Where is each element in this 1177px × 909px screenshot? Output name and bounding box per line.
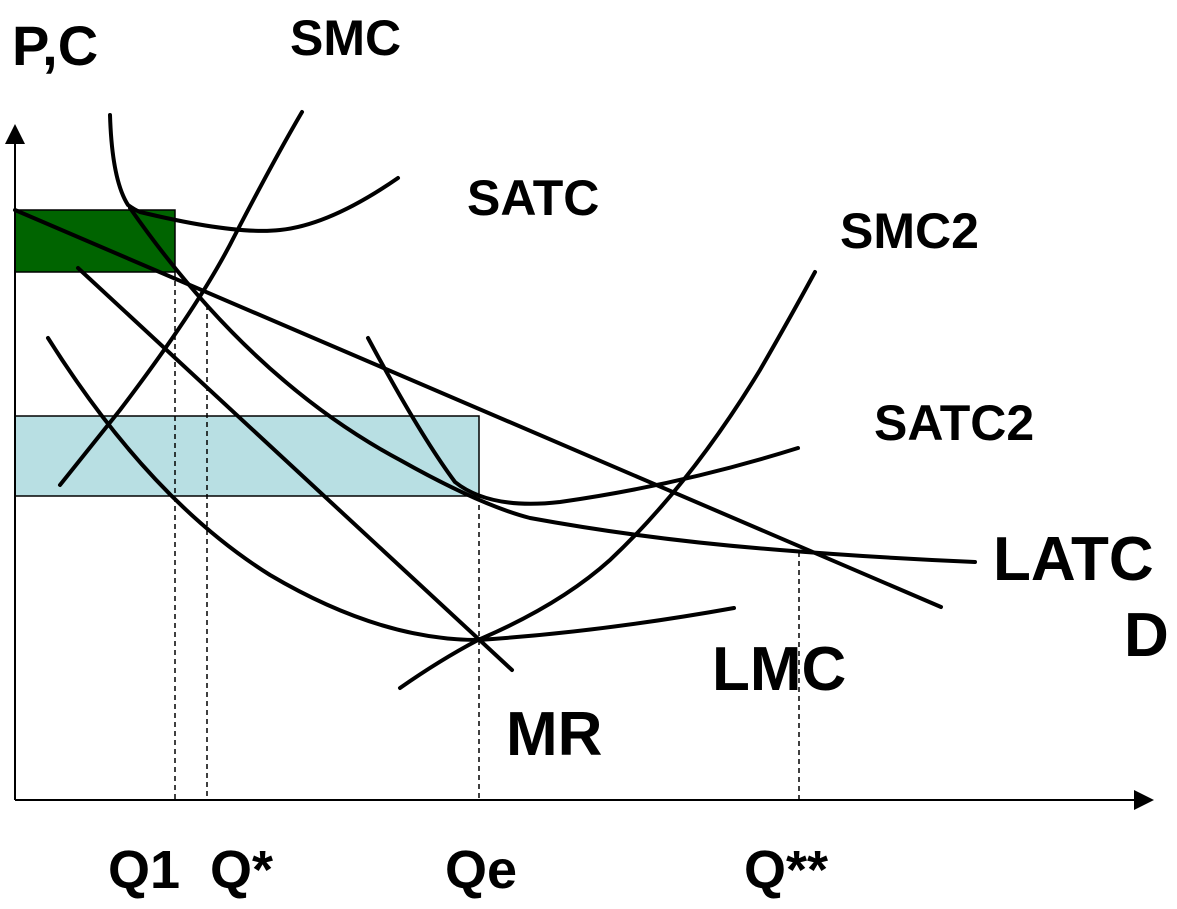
- smc-label: SMC: [290, 10, 401, 66]
- q1-label: Q1: [108, 840, 180, 900]
- satc-curve: [108, 113, 400, 233]
- smc-curve: [58, 110, 304, 487]
- q-star-label: Q*: [210, 840, 273, 900]
- satc2-curve: [366, 336, 800, 506]
- latc-curve: [128, 206, 977, 564]
- smc2-label: SMC2: [840, 203, 979, 259]
- satc-label: SATC: [467, 170, 599, 226]
- y-axis-label: P,C: [12, 14, 98, 77]
- smc2-curve: [398, 270, 817, 690]
- lmc-curve: [46, 336, 736, 642]
- demand-label: D: [1124, 601, 1169, 670]
- profit-area-large-plant: [14, 415, 480, 497]
- mr-curve: [76, 266, 514, 672]
- latc-label: LATC: [993, 525, 1154, 594]
- mr-label: MR: [506, 700, 602, 769]
- satc2-label: SATC2: [874, 395, 1034, 451]
- lmc-label: LMC: [712, 635, 846, 704]
- qe-label: Qe: [445, 840, 517, 900]
- demand-curve: [13, 208, 943, 609]
- q-double-star-label: Q**: [744, 840, 828, 900]
